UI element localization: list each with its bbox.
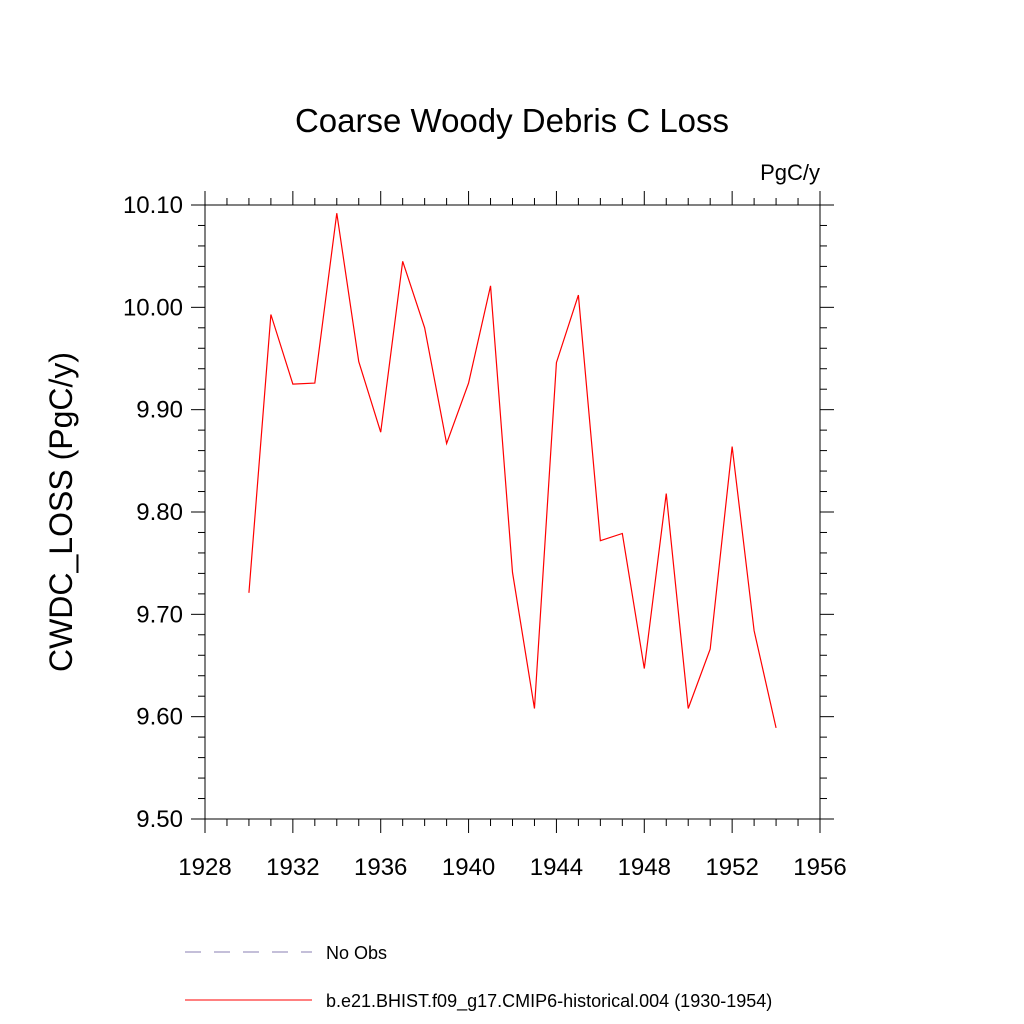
axes: 1928 1932 1936 1940 1944 1948 1952 1956 9.50 9.60…	[123, 191, 847, 881]
plot-frame	[204, 204, 821, 820]
legend: No Obs b.e21.BHIST.f09_g17.CMIP6-historic…	[185, 943, 772, 1012]
x-tick-label: 1940	[442, 854, 495, 881]
y-axis-label: CWDC_LOSS (PgC/y)	[43, 352, 79, 672]
units-label: PgC/y	[760, 160, 820, 185]
x-tick-label: 1956	[793, 854, 846, 881]
x-tick-label: 1948	[618, 854, 671, 881]
x-tick-label: 1944	[530, 854, 583, 881]
y-tick-label: 9.80	[136, 499, 183, 526]
x-tick-label: 1936	[354, 854, 407, 881]
y-tick-label: 9.60	[136, 704, 183, 731]
series-line-0	[248, 213, 777, 729]
y-tick-label: 9.50	[136, 806, 183, 833]
y-tick-label: 10.00	[123, 294, 183, 321]
x-tick-label: 1932	[266, 854, 319, 881]
legend-label-1: b.e21.BHIST.f09_g17.CMIP6-historical.004…	[326, 991, 772, 1012]
legend-label-0: No Obs	[326, 943, 387, 963]
y-tick-label: 9.70	[136, 601, 183, 628]
y-tick-label: 9.90	[136, 397, 183, 424]
series-layer	[248, 213, 777, 729]
y-tick-label: 10.10	[123, 192, 183, 219]
x-tick-label: 1928	[178, 854, 231, 881]
chart-title: Coarse Woody Debris C Loss	[295, 102, 729, 139]
x-tick-label: 1952	[705, 854, 758, 881]
